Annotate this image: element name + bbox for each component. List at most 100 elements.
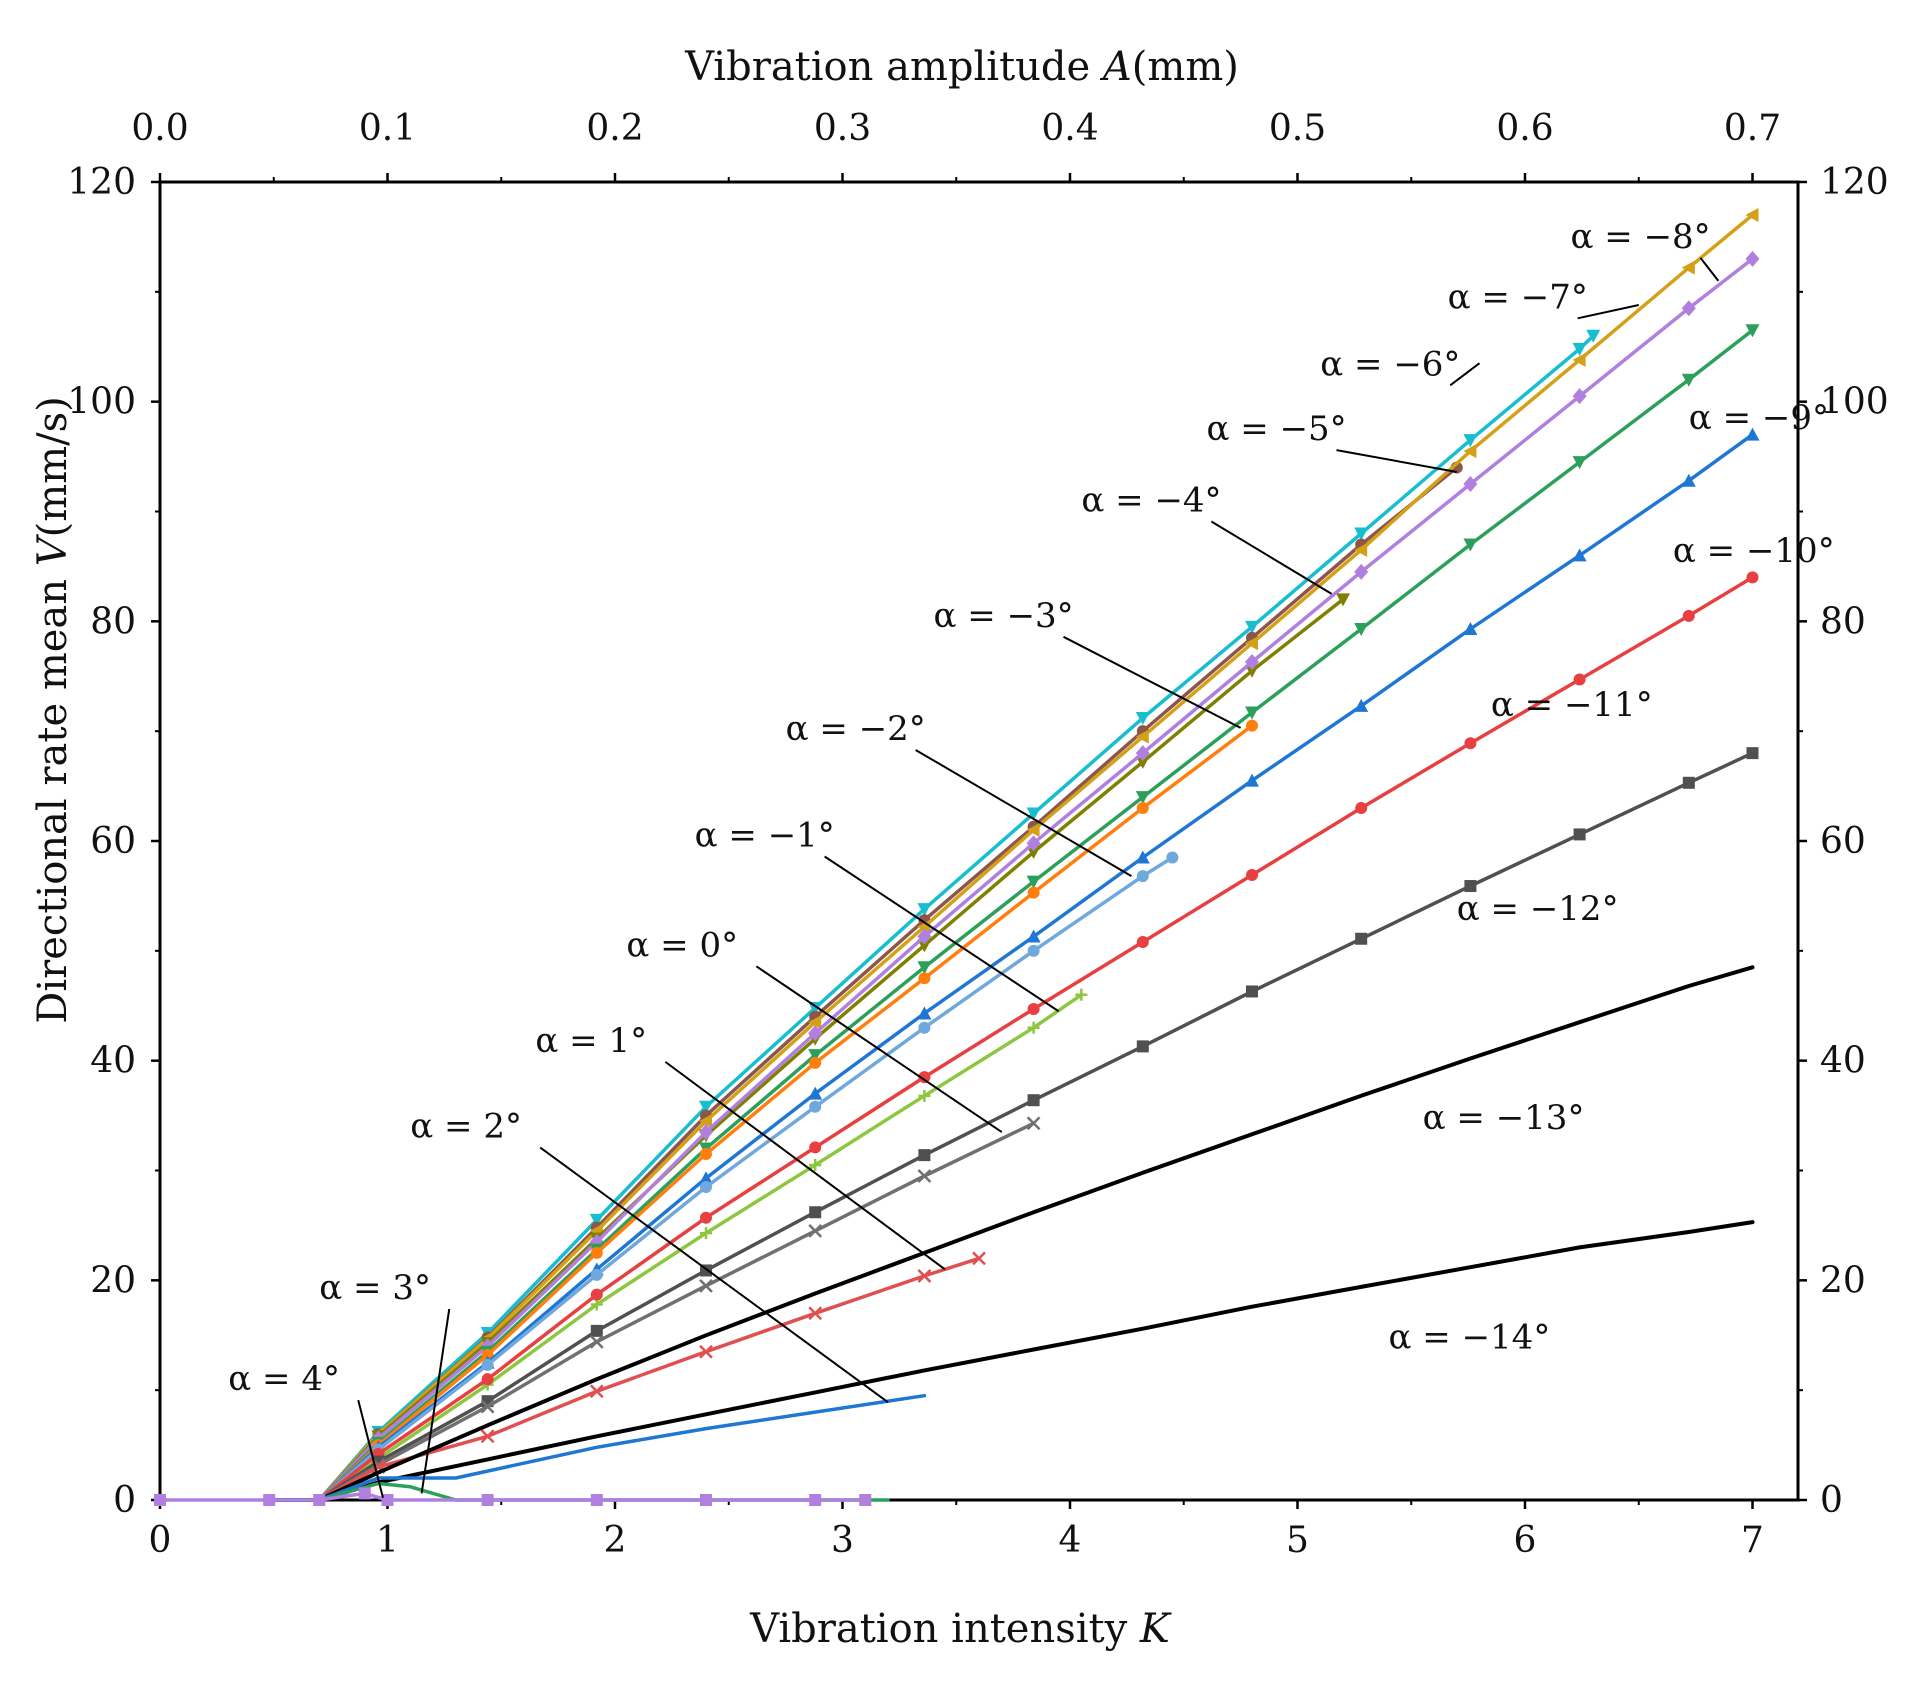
data-point [1682,609,1695,622]
data-point [1246,719,1258,732]
top-axis-title: Vibration amplitude A(mm) [684,44,1239,90]
y-tick-label: 100 [67,382,136,423]
series-line [272,328,1755,1502]
data-point [917,961,932,975]
data-point [1026,875,1041,889]
data-point [1355,932,1368,945]
series-4 [272,250,1760,1502]
data-point [1135,711,1150,725]
data-point [1245,636,1258,651]
y-tick-label: 80 [90,601,136,642]
x2-tick-label: 0.0 [131,108,188,149]
data-point [918,1089,931,1102]
data-point [1136,802,1149,815]
series-15 [271,1220,1755,1502]
annotation-label: α = −14° [1389,1317,1551,1357]
y-tick-label-right: 120 [1820,162,1889,203]
data-point [481,1373,494,1386]
y-tick-label-right: 60 [1820,821,1866,862]
data-point [1464,737,1477,750]
data-point [1681,260,1695,275]
data-point [918,1149,931,1162]
x2-tick-label: 0.7 [1724,108,1781,149]
x-axis-title: Vibration intensity K [749,1606,1172,1652]
annotation-leader-line [1336,449,1457,473]
data-point [808,1224,823,1238]
data-point [381,1494,394,1506]
data-point [699,1124,713,1141]
x2-tick-label: 0.2 [586,108,643,149]
data-point [808,1049,823,1063]
annotation-label: α = 1° [535,1021,647,1061]
data-point [700,1148,712,1161]
data-point [917,1269,932,1283]
data-point [808,1001,823,1015]
x-tick-label: 7 [1741,1520,1764,1561]
data-point [809,1056,822,1069]
data-point [481,1358,494,1371]
annotation-label: α = 0° [626,925,738,965]
y-tick-label-right: 20 [1820,1260,1866,1301]
x2-tick-label: 0.3 [814,108,871,149]
annotation-label: α = −8° [1571,217,1711,257]
data-point [809,1159,822,1172]
data-point [700,1227,712,1240]
data-point [808,1306,823,1321]
data-point [699,1171,713,1185]
data-point [699,1114,712,1129]
annotation-leader-line [664,1061,946,1271]
data-point [1026,807,1041,821]
data-point [1354,563,1369,580]
data-point [1027,1021,1040,1034]
data-point [1027,1094,1040,1107]
annotation-leader-line [357,1399,384,1499]
data-point [700,1211,712,1224]
annotation-leader-line [1699,257,1720,282]
data-point [1681,373,1696,387]
data-point [1745,427,1760,441]
data-point [590,1324,603,1337]
data-point [917,939,932,953]
annotation-label: α = 2° [410,1107,522,1147]
data-point [1354,623,1369,637]
data-point [1354,527,1369,541]
annotation-leader-line [915,749,1132,878]
data-point [1572,548,1587,562]
data-point [808,1086,823,1100]
data-point [1463,434,1478,448]
annotation-leader-line [1210,520,1333,595]
axis-ticks: 0 1 2 3 4 5 6 70.0 0.1 0.2 0.3 0.4 0.5 0.6 0.70 020 2040… [67,108,1888,1561]
x-tick-label: 5 [1286,1520,1309,1561]
data-point [1135,745,1150,762]
data-point [590,1246,603,1259]
data-point [1745,207,1759,222]
data-point [590,1494,603,1506]
data-point [1354,698,1369,712]
data-point [1245,706,1259,720]
x2-tick-label: 0.5 [1269,108,1326,149]
data-point [1135,755,1150,769]
data-point [1027,944,1040,957]
data-point [590,1288,603,1301]
data-point [809,1206,822,1219]
data-point [699,1278,713,1293]
data-point [480,1399,495,1414]
series-line [272,257,1755,1502]
data-point [590,1268,603,1281]
data-point [1136,936,1149,949]
data-point [154,1494,166,1506]
data-point [917,928,932,945]
data-point [1464,880,1477,893]
data-point [808,1015,822,1030]
data-point [918,1021,931,1034]
annotation-label: α = −13° [1423,1098,1585,1138]
data-point [1245,773,1259,787]
data-point [1245,620,1259,634]
data-point [481,1494,494,1506]
annotation-leader-line [1577,304,1639,320]
series-8 [272,851,1179,1502]
data-point [918,1071,931,1084]
annotation-label: α = −6° [1320,344,1460,384]
series-line [271,965,1755,1502]
annotation-leader-line [539,1146,889,1404]
